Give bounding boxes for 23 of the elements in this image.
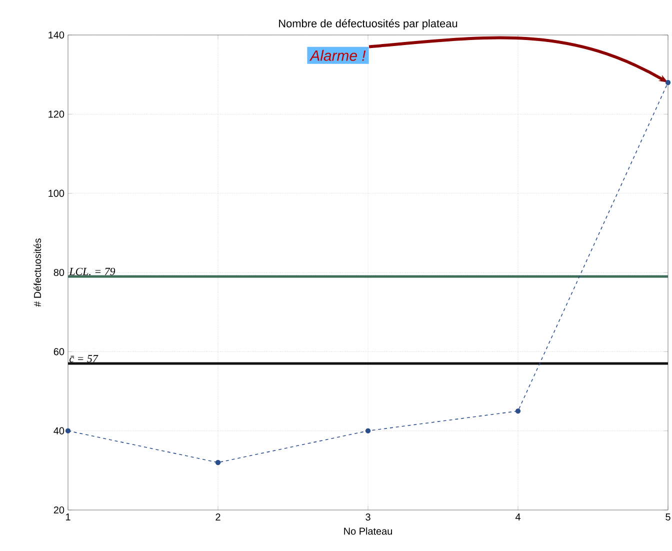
point — [65, 428, 71, 434]
y-tick-label: 140 — [48, 31, 64, 39]
x-tick-label: 4 — [515, 514, 520, 520]
y-tick-label: 60 — [54, 348, 64, 356]
x-tick-label: 1 — [66, 514, 70, 520]
y-tick-label: 20 — [54, 506, 64, 514]
ref-line-label: LCL. = 79 — [69, 268, 116, 276]
chart-title: Nombre de défectuosités par plateau — [279, 19, 458, 30]
x-tick-label: 3 — [366, 514, 370, 521]
y-axis-title: # Défectuosités — [34, 238, 42, 307]
point — [365, 428, 371, 434]
y-tick-label: 40 — [54, 427, 64, 434]
y-tick-label: 100 — [48, 190, 64, 197]
annotation: Alarme ! — [309, 50, 366, 61]
x-tick-label: 2 — [216, 514, 220, 520]
ref-line-label: c̄ = 57 — [70, 355, 98, 362]
point — [665, 80, 671, 86]
point — [515, 408, 521, 414]
y-tick-label: 120 — [48, 110, 64, 118]
point — [215, 460, 221, 466]
x-tick-label: 5 — [666, 514, 670, 520]
x-axis-title: No Plateau — [344, 527, 392, 535]
y-tick-label: 80 — [54, 268, 64, 276]
